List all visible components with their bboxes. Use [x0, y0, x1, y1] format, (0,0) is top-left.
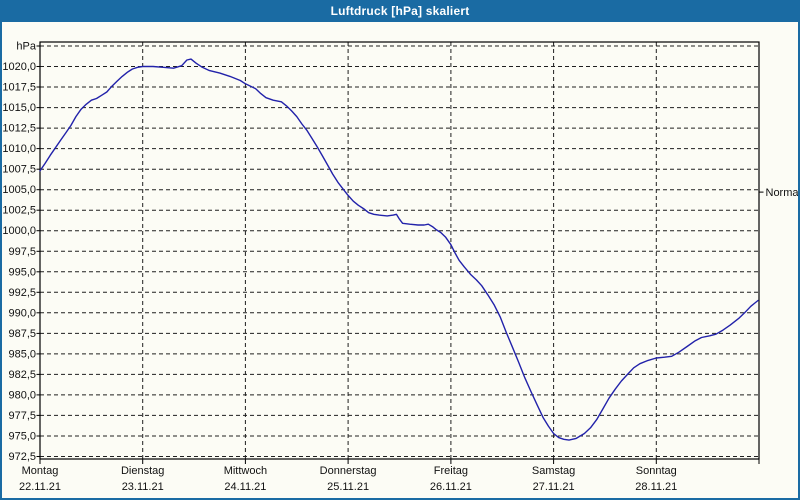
y-tick-label: 975,0: [8, 431, 36, 443]
y-tick-label: 972,5: [8, 451, 36, 463]
y-tick-label: 982,5: [8, 369, 36, 381]
pressure-curve: [39, 58, 759, 441]
y-tick-label: 995,0: [8, 266, 36, 278]
y-tick-label: 1015,0: [2, 102, 36, 114]
y-tick-label: 1005,0: [2, 184, 36, 196]
x-grid: [142, 42, 657, 459]
y-tick-label: 1020,0: [2, 61, 36, 73]
day-date-label: 23.11.21: [122, 481, 164, 493]
window-title: Luftdruck [hPa] skaliert: [330, 4, 470, 18]
y-tick-label: hPa: [16, 41, 36, 53]
day-name-label: Dienstag: [121, 465, 164, 477]
y-tick-label: 1012,5: [2, 123, 36, 135]
day-name-label: Mittwoch: [224, 465, 267, 477]
day-name-label: Samstag: [532, 465, 575, 477]
day-date-label: 27.11.21: [533, 481, 575, 493]
y-tick-label: 1017,5: [2, 82, 36, 94]
plot-frame: [39, 41, 760, 460]
y-tick-label: 992,5: [8, 287, 36, 299]
day-date-label: 26.11.21: [430, 481, 472, 493]
normal-marker: Normal: [759, 187, 800, 199]
y-tick-label: 1000,0: [2, 225, 36, 237]
y-tick-label: 977,5: [8, 410, 36, 422]
window-title-bar[interactable]: Luftdruck [hPa] skaliert: [0, 0, 800, 22]
y-tick-label: 985,0: [8, 348, 36, 360]
y-tick-label: 1002,5: [2, 205, 36, 217]
day-name-label: Sonntag: [636, 465, 677, 477]
y-tick-label: 990,0: [8, 307, 36, 319]
y-tick-label: 980,0: [8, 389, 36, 401]
day-date-label: 24.11.21: [224, 481, 266, 493]
day-date-label: 22.11.21: [19, 481, 61, 493]
y-tick-label: 987,5: [8, 328, 36, 340]
y-tick-label: 997,5: [8, 246, 36, 258]
day-date-label: 28.11.21: [635, 481, 677, 493]
day-date-label: 25.11.21: [327, 481, 369, 493]
normal-label: Normal: [766, 187, 800, 199]
day-name-label: Montag: [22, 465, 59, 477]
y-tick-label: 1007,5: [2, 164, 36, 176]
y-axis: hPa 1020,0 1017,5 1015,0 1012,5 1010,0 1007,5 1…: [2, 41, 759, 463]
day-name-label: Donnerstag: [320, 465, 377, 477]
y-tick-label: 1010,0: [2, 143, 36, 155]
x-axis: Montag 22.11.21 Dienstag 23.11.21 Mittwoch 24…: [19, 459, 760, 493]
day-name-label: Freitag: [434, 465, 468, 477]
